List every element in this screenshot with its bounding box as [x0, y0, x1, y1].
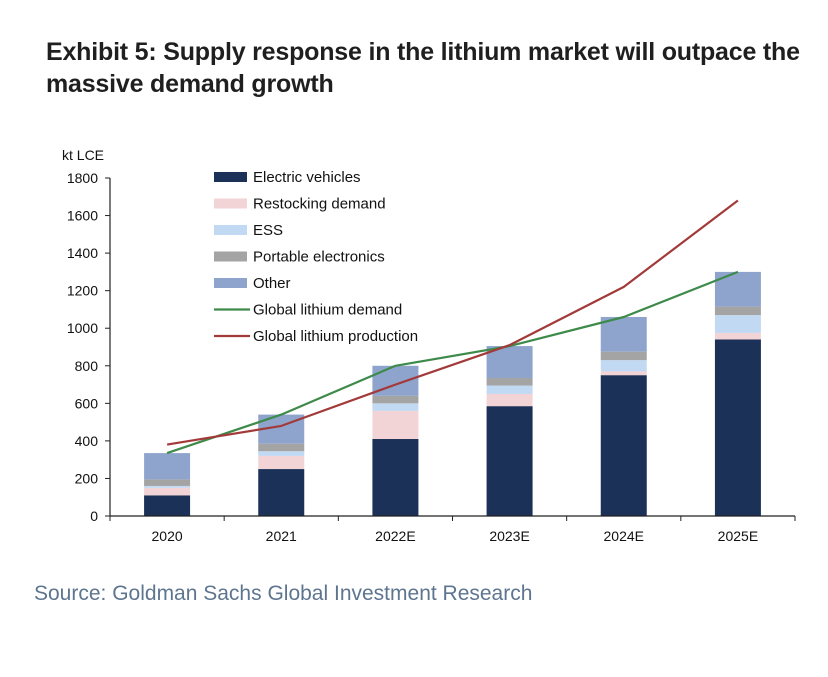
legend-swatch-other — [214, 278, 247, 288]
y-tick-label-1400: 1400 — [67, 245, 98, 261]
bar-portable-electronics-2024e — [600, 351, 647, 361]
source-note: Source: Goldman Sachs Global Investment … — [34, 582, 533, 605]
bar-restocking-demand-2025e — [714, 332, 761, 340]
bar-restocking-demand-2023e — [486, 393, 533, 407]
y-tick-label-600: 600 — [75, 395, 99, 411]
legend-label-global-lithium-demand: Global lithium demand — [253, 302, 402, 319]
legend-label-ess: ESS — [253, 222, 283, 239]
y-tick-label-1200: 1200 — [67, 283, 98, 299]
bar-electric-vehicles-2021 — [258, 469, 305, 516]
bar-ess-2023e — [486, 385, 533, 394]
bar-electric-vehicles-2025e — [714, 339, 761, 516]
y-tick-label-200: 200 — [75, 470, 99, 486]
bar-restocking-demand-2020 — [144, 487, 191, 496]
lines-layer — [166, 199, 739, 455]
x-tick-label-2025e: 2025E — [718, 528, 758, 544]
x-tick-label-2021: 2021 — [266, 528, 297, 544]
legend: Electric vehicles Restocking demand ESS Por… — [214, 169, 418, 345]
bar-ess-2021 — [258, 451, 305, 456]
y-tick-label-0: 0 — [90, 508, 98, 524]
bar-portable-electronics-2022e — [372, 395, 419, 404]
bar-restocking-demand-2024e — [600, 371, 647, 376]
bar-ess-2024e — [600, 360, 647, 372]
y-tick-label-1000: 1000 — [67, 320, 98, 336]
y-axis-unit-label: kt LCE — [62, 147, 104, 163]
legend-label-restocking-demand: Restocking demand — [253, 196, 386, 213]
bar-portable-electronics-2023e — [486, 377, 533, 386]
legend-label-global-lithium-production: Global lithium production — [253, 328, 418, 345]
bar-ess-2020 — [144, 485, 191, 488]
legend-swatch-portable-electronics — [214, 251, 247, 262]
x-tick-label-2020: 2020 — [152, 528, 183, 544]
bar-electric-vehicles-2024e — [600, 375, 647, 516]
legend-label-electric-vehicles: Electric vehicles — [253, 169, 361, 186]
legend-label-portable-electronics: Portable electronics — [253, 249, 385, 266]
y-tick-label-400: 400 — [75, 433, 99, 449]
bar-restocking-demand-2021 — [258, 455, 305, 470]
bar-ess-2022e — [372, 403, 419, 411]
legend-label-other: Other — [253, 275, 291, 292]
line-global-lithium-demand — [166, 270, 739, 455]
bar-other-2024e — [600, 316, 647, 352]
bar-electric-vehicles-2020 — [144, 495, 191, 516]
bar-ess-2025e — [714, 315, 761, 333]
x-tick-label-2024e: 2024E — [604, 528, 644, 544]
legend-swatch-electric-vehicles — [214, 172, 247, 182]
line-global-lithium-production — [166, 199, 739, 446]
bar-portable-electronics-2021 — [258, 443, 305, 452]
y-tick-label-1800: 1800 — [67, 170, 98, 186]
bar-electric-vehicles-2023e — [486, 406, 533, 516]
legend-swatch-restocking-demand — [214, 198, 247, 209]
bar-other-2020 — [144, 453, 191, 480]
axes-layer: 0 200 400 600 800 1000 1200 1400 1600 1800 2020 202… — [67, 170, 796, 544]
x-tick-label-2023e: 2023E — [489, 528, 529, 544]
bar-electric-vehicles-2022e — [372, 439, 419, 516]
bar-portable-electronics-2025e — [714, 306, 761, 316]
chart-title: Exhibit 5: Supply response in the lithiu… — [46, 38, 800, 98]
bars-layer — [144, 271, 761, 516]
bar-restocking-demand-2022e — [372, 410, 419, 440]
y-tick-label-800: 800 — [75, 358, 99, 374]
y-tick-label-1600: 1600 — [67, 208, 98, 224]
x-tick-label-2022e: 2022E — [375, 528, 415, 544]
legend-swatch-ess — [214, 225, 247, 235]
bar-portable-electronics-2020 — [144, 479, 191, 486]
